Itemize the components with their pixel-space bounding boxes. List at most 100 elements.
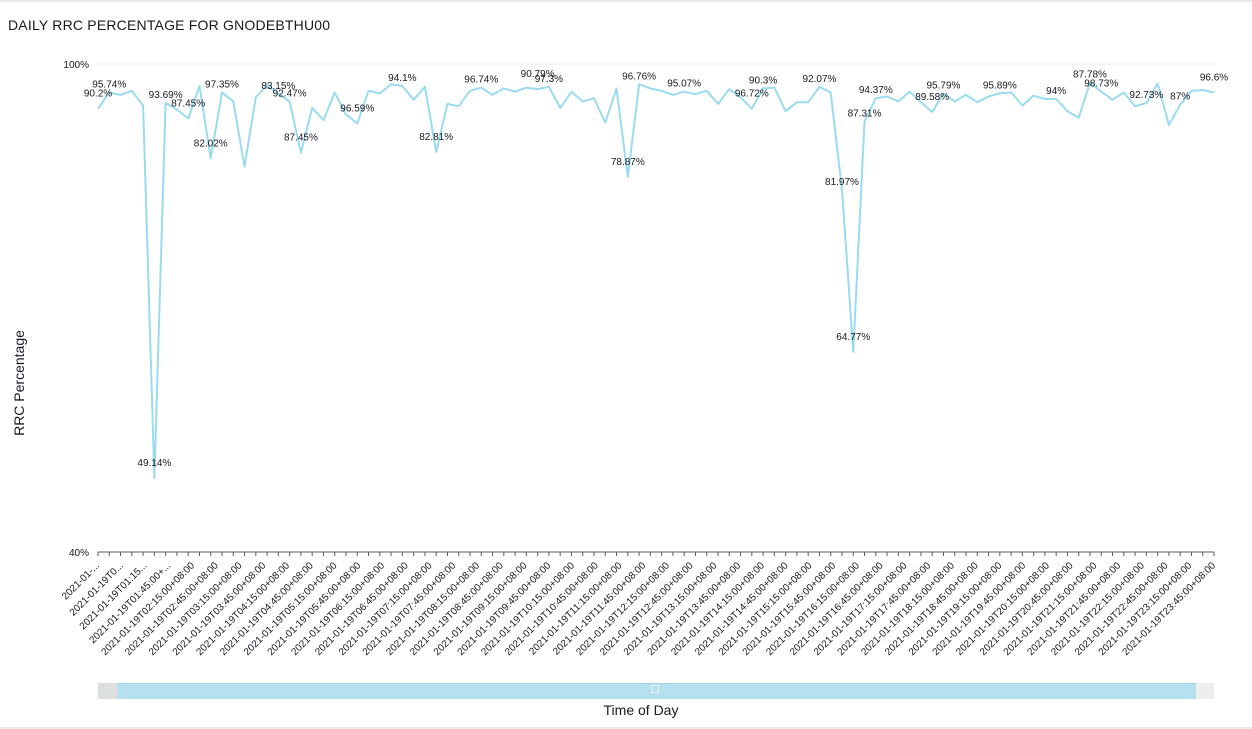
data-point (220, 90, 224, 94)
data-point (524, 86, 528, 90)
data-point (164, 101, 168, 105)
data-point (1020, 103, 1024, 107)
data-label: 92.47% (273, 88, 307, 99)
data-point (186, 116, 190, 120)
chart-title: DAILY RRC PERCENTAGE FOR GNODEBTHU00 (8, 17, 331, 33)
data-label: 64.77% (836, 332, 870, 343)
data-label: 95.89% (983, 80, 1017, 91)
data-point (355, 121, 359, 125)
data-point (558, 106, 562, 110)
data-label: 82.81% (419, 132, 453, 143)
data-point (648, 86, 652, 90)
data-point (1032, 94, 1036, 98)
data-point (130, 89, 134, 93)
data-label: 78.87% (611, 157, 645, 168)
data-label: 90.79% (521, 69, 555, 80)
data-point (795, 100, 799, 104)
data-point (197, 84, 201, 88)
data-point (964, 93, 968, 97)
data-label: 98.73% (1084, 79, 1118, 90)
data-point (96, 107, 100, 111)
grip-icon[interactable] (651, 685, 659, 693)
data-point (367, 89, 371, 93)
data-point (569, 90, 573, 94)
data-point (863, 120, 867, 124)
data-point (908, 90, 912, 94)
data-point (1099, 90, 1103, 94)
range-scrollbar-thumb[interactable] (118, 683, 1196, 699)
top-border (0, 0, 1252, 2)
data-point (637, 82, 641, 86)
data-label: 95.74% (92, 79, 126, 90)
data-point (479, 86, 483, 90)
data-point (829, 90, 833, 94)
data-point (1077, 116, 1081, 120)
data-point (615, 86, 619, 90)
data-point (400, 84, 404, 88)
data-point (310, 106, 314, 110)
data-point (817, 85, 821, 89)
data-label: 95.07% (667, 79, 701, 90)
data-label: 89.58% (915, 92, 949, 103)
data-point (445, 102, 449, 106)
data-label: 87% (1170, 92, 1190, 103)
data-point (119, 93, 123, 97)
data-point (896, 99, 900, 103)
data-point (209, 156, 213, 160)
data-point (1212, 90, 1216, 94)
data-label: 96.59% (340, 103, 374, 114)
data-point (1133, 104, 1137, 108)
data-point (1178, 103, 1182, 107)
data-point (851, 350, 855, 354)
data-point (491, 93, 495, 97)
range-scrollbar-right-handle[interactable] (1196, 683, 1214, 699)
data-point (998, 91, 1002, 95)
data-point (243, 164, 247, 168)
data-label: 92.07% (802, 74, 836, 85)
data-point (581, 99, 585, 103)
data-point (626, 175, 630, 179)
data-label: 81.97% (825, 177, 859, 188)
data-point (299, 151, 303, 155)
data-label: 87.45% (171, 98, 205, 109)
data-label: 83.15% (261, 81, 295, 92)
data-point (784, 109, 788, 113)
data-label: 87.78% (1073, 70, 1107, 81)
data-point (840, 188, 844, 192)
data-label: 96.74% (464, 75, 498, 86)
data-point (1111, 98, 1115, 102)
data-point (141, 103, 145, 107)
data-label: 49.14% (137, 458, 171, 469)
data-point (333, 90, 337, 94)
data-point (254, 95, 258, 99)
data-point (1144, 101, 1148, 105)
data-label: 94% (1046, 86, 1066, 97)
data-point (1156, 82, 1160, 86)
data-point (378, 91, 382, 95)
data-point (987, 95, 991, 99)
data-point (682, 90, 686, 94)
data-label: 96.72% (735, 89, 769, 100)
data-point (434, 150, 438, 154)
data-point (975, 100, 979, 104)
rrc-series-line (97, 81, 1215, 479)
data-point (727, 87, 731, 91)
data-point (1043, 97, 1047, 101)
data-label: 95.79% (926, 80, 960, 91)
data-label: 90.2% (84, 89, 112, 100)
y-tick-label: 40% (69, 548, 89, 559)
data-point (806, 100, 810, 104)
data-point (468, 89, 472, 93)
data-point (536, 87, 540, 91)
data-point (502, 86, 506, 90)
data-point (513, 90, 517, 94)
data-point (750, 107, 754, 111)
data-label: 87.45% (284, 133, 318, 144)
data-point (592, 96, 596, 100)
data-label: 87.31% (848, 109, 882, 120)
data-label: 82.02% (194, 138, 228, 149)
range-scrollbar-left-handle[interactable] (98, 683, 118, 699)
data-point (716, 102, 720, 106)
data-point (423, 85, 427, 89)
data-point (603, 121, 607, 125)
